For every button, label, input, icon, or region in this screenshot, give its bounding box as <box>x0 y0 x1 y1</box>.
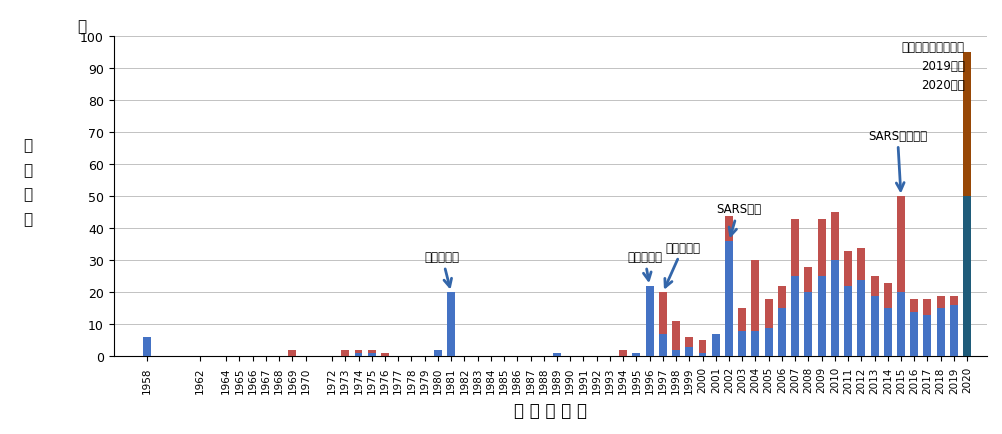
Bar <box>725 216 732 242</box>
Bar <box>937 309 945 357</box>
Text: 京都議定書: 京都議定書 <box>665 241 700 287</box>
Bar <box>738 331 746 357</box>
Bar <box>844 251 852 286</box>
Bar <box>447 293 455 357</box>
Bar <box>434 350 442 357</box>
Bar <box>884 309 892 357</box>
Bar <box>645 286 653 357</box>
Bar <box>884 283 892 309</box>
Bar <box>368 353 376 357</box>
Bar <box>553 353 561 357</box>
Bar <box>963 53 971 197</box>
Text: SARS特集記載: SARS特集記載 <box>868 129 927 191</box>
Text: 新型コロナウイルス
2019発生
2020記載: 新型コロナウイルス 2019発生 2020記載 <box>902 40 965 92</box>
Bar <box>792 219 800 277</box>
Bar <box>659 334 666 357</box>
Bar <box>871 277 879 296</box>
Bar <box>792 277 800 357</box>
Bar <box>355 350 363 353</box>
Bar <box>672 322 680 350</box>
Bar <box>632 353 640 357</box>
Text: 回: 回 <box>77 20 87 34</box>
Bar <box>950 296 958 306</box>
Bar <box>897 197 905 293</box>
Bar <box>765 328 773 357</box>
Bar <box>778 286 786 309</box>
Bar <box>381 353 389 357</box>
Bar <box>858 248 866 280</box>
Bar <box>818 219 826 277</box>
Bar <box>831 261 839 357</box>
Bar <box>818 277 826 357</box>
Bar <box>143 338 150 357</box>
Bar <box>685 338 693 347</box>
Bar <box>937 296 945 309</box>
Bar <box>910 299 918 312</box>
Bar <box>805 267 813 293</box>
Bar <box>897 293 905 357</box>
Bar <box>910 312 918 357</box>
Bar <box>711 334 719 357</box>
Bar <box>289 350 297 357</box>
Bar <box>659 293 666 334</box>
Bar <box>752 331 760 357</box>
Bar <box>963 197 971 357</box>
Bar <box>698 341 706 353</box>
Bar <box>685 347 693 357</box>
Bar <box>725 242 732 357</box>
Bar <box>342 350 350 357</box>
Bar <box>698 353 706 357</box>
Bar <box>738 309 746 331</box>
Bar <box>924 315 932 357</box>
Bar <box>871 296 879 357</box>
Bar <box>368 350 376 353</box>
Bar <box>765 299 773 328</box>
Bar <box>752 261 760 331</box>
Bar <box>778 309 786 357</box>
Bar <box>924 299 932 315</box>
Bar <box>672 350 680 357</box>
Text: エイズ記載: エイズ記載 <box>627 251 662 281</box>
Bar <box>858 280 866 357</box>
Text: 出
現
回
数: 出 現 回 数 <box>23 138 33 227</box>
Bar <box>619 350 627 357</box>
X-axis label: 白 書 の 年 版: 白 書 の 年 版 <box>514 401 587 419</box>
Bar <box>844 286 852 357</box>
Bar <box>831 213 839 261</box>
Bar <box>950 306 958 357</box>
Bar <box>805 293 813 357</box>
Text: エイズ発生: エイズ発生 <box>425 251 460 287</box>
Text: SARS発生: SARS発生 <box>715 203 761 236</box>
Bar <box>355 353 363 357</box>
